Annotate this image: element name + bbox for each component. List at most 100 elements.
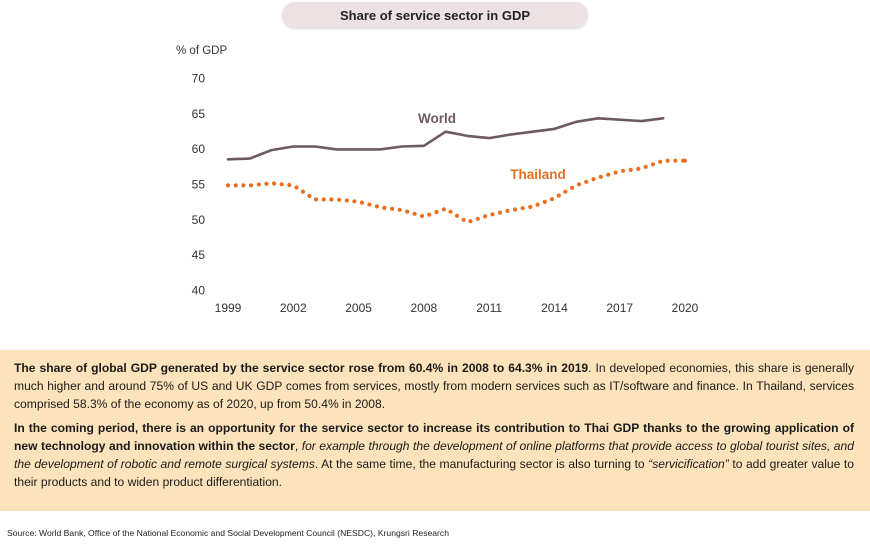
y-tick-label: 70 [192,72,206,86]
thailand-data-dot [321,197,326,202]
world-data-point [379,148,381,150]
thailand-data-dot [241,183,246,188]
thailand-data-dot [294,185,299,190]
series-layer [225,117,688,224]
x-tick-label: 1999 [215,301,242,315]
commentary-2-examples: for example through the development of o… [14,438,854,472]
world-data-point [532,131,534,133]
thailand-data-dot [454,213,460,218]
thailand-data-dot [367,202,372,207]
commentary-paragraph-1: The share of global GDP generated by the… [14,359,854,414]
world-data-point [227,158,229,160]
thailand-data-dot [359,200,365,205]
thailand-data-dot [528,204,533,210]
world-data-point [358,148,360,150]
thailand-data-dot [628,167,633,172]
thailand-data-dot [300,189,305,194]
thailand-data-dot [264,181,269,186]
world-data-point [466,135,468,137]
thailand-data-dot [636,166,641,171]
thailand-data-dot [249,183,254,188]
thailand-data-dot [606,172,611,177]
world-series-label: World [418,111,456,126]
commentary-2-separator: , [294,438,302,453]
thailand-data-dot [591,177,596,182]
thailand-data-dot [490,212,495,217]
commentary-2-text: . At the same time, the manufacturing se… [314,457,649,472]
thailand-data-dot [682,158,688,163]
world-data-point [445,131,447,133]
world-data-point [662,117,664,119]
world-data-point [510,133,512,136]
thailand-data-dot [256,182,261,187]
thailand-data-dot [556,193,561,198]
y-axis: % of GDP 40 45 50 55 60 65 70 [176,45,227,298]
thailand-data-dot [461,217,466,222]
thailand-data-dot [434,209,439,215]
y-tick-label: 45 [192,248,206,262]
thailand-data-dot [427,212,432,217]
thailand-data-dot [233,183,238,188]
y-axis-label: % of GDP [176,45,227,57]
world-data-point [249,158,251,160]
thailand-data-dot [344,198,349,203]
thailand-data-dot [576,182,582,187]
thailand-data-dot [272,181,277,186]
thailand-data-dot [643,164,648,169]
commentary-paragraph-2: In the coming period, there is an opport… [14,419,854,492]
thailand-data-dot [412,211,417,216]
x-tick-label: 2005 [345,301,372,315]
world-data-point [553,128,556,130]
thailand-data-dot [448,209,453,214]
x-tick-label: 2017 [606,301,633,315]
series-labels: World Thailand [418,111,566,182]
x-tick-label: 2014 [541,301,568,315]
y-tick-label: 50 [192,213,206,227]
thailand-data-dot [563,189,568,194]
thailand-data-dot [419,213,425,219]
thailand-data-dot [520,206,525,211]
thailand-data-dot [279,182,284,187]
thailand-data-dot [673,158,678,163]
world-data-point [597,117,599,119]
thailand-data-dot [390,206,395,211]
thailand-data-dot [397,207,402,212]
commentary-box: The share of global GDP generated by the… [0,350,870,511]
thailand-data-dot [598,174,603,179]
world-data-point [314,145,316,148]
thailand-data-dot [352,199,357,204]
line-chart: % of GDP 40 45 50 55 60 65 70 1999 2002 2005 2008 2… [176,45,699,315]
thailand-data-dot [549,197,555,202]
thailand-data-dot [621,168,626,173]
thailand-data-dot [468,219,473,224]
thailand-data-dot [542,199,547,204]
thailand-data-dot [613,170,618,175]
thailand-data-dot [441,207,446,212]
thailand-data-dot [475,216,480,221]
thailand-data-dot [497,210,503,215]
world-data-point [336,148,338,150]
x-tick-label: 2011 [476,301,502,315]
thailand-data-dot [287,182,292,188]
y-tick-label: 60 [192,142,206,156]
y-tick-label: 55 [192,178,206,192]
thailand-data-dot [570,185,575,190]
chart-title: Share of service sector in GDP [282,2,588,28]
thailand-data-dot [329,197,334,202]
world-data-point [640,120,643,122]
world-data-point [270,149,273,151]
x-tick-label: 2008 [411,301,438,315]
thailand-data-dot [225,183,231,188]
commentary-2-end: to add greater value to their products a… [14,457,854,490]
commentary-1-highlight: The share of global GDP generated by the… [14,361,589,375]
thailand-data-dot [382,205,387,210]
world-data-point [488,137,490,139]
thailand-data-dot [374,204,379,209]
y-tick-label: 40 [192,284,206,298]
thailand-data-dot [405,209,410,214]
world-data-point [575,121,577,123]
thailand-data-dot [584,179,589,184]
thailand-data-dot [513,207,518,212]
thailand-series-label: Thailand [510,167,566,182]
world-data-point [292,145,294,148]
